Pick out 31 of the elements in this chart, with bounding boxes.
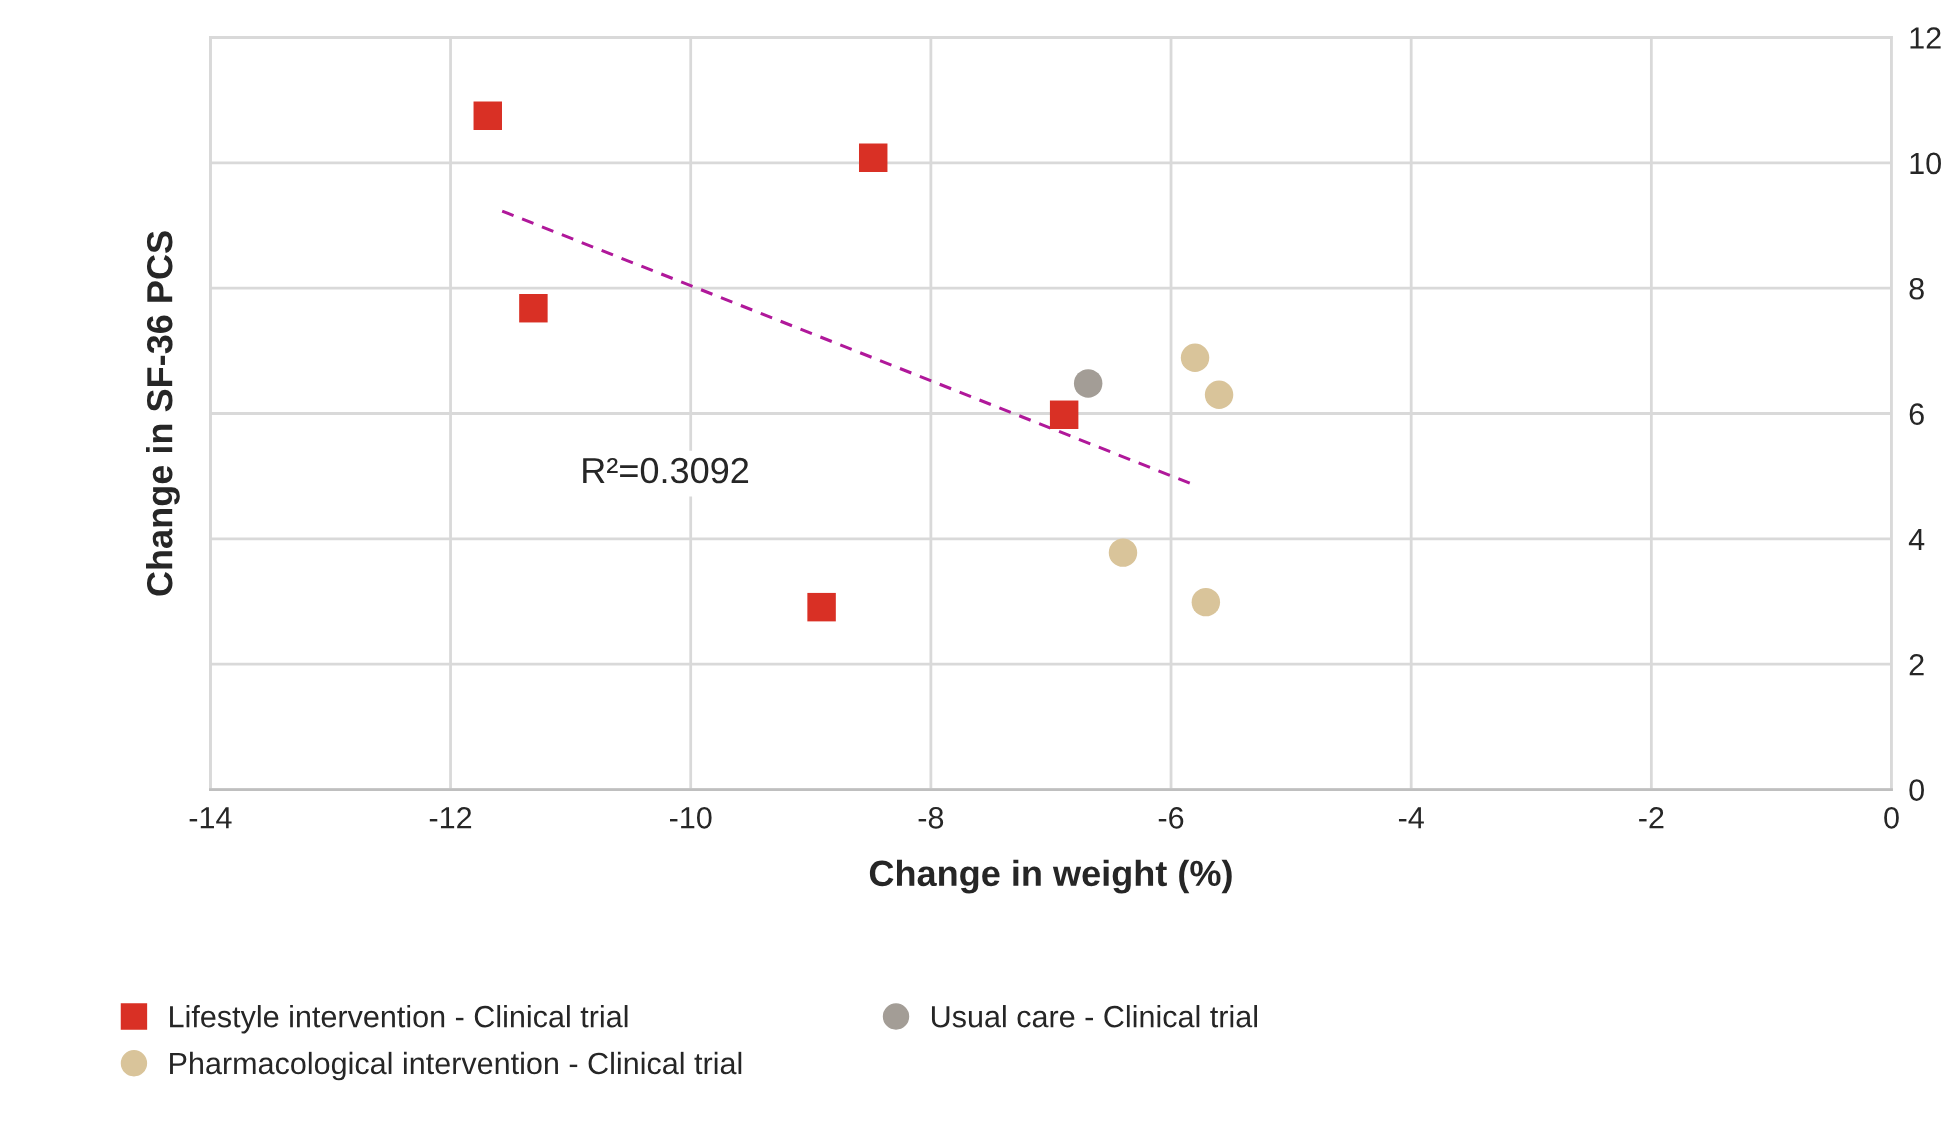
- x-tick-label: -12: [429, 806, 472, 829]
- point: [1049, 400, 1079, 429]
- x-tick-label: -14: [189, 807, 232, 829]
- point: [1180, 343, 1210, 372]
- x-tick-label: 0: [1884, 806, 1899, 829]
- y-tick-label: 0: [1909, 779, 1924, 801]
- x-tick-label: -4: [1398, 807, 1424, 829]
- y-tick-label: 6: [1909, 403, 1924, 425]
- point: [859, 143, 888, 173]
- legend-label: Lifestyle intervention - Clinical trial: [170, 1005, 628, 1034]
- legend-label: Usual care - Clinical trial: [931, 1005, 1257, 1028]
- point: [807, 592, 836, 622]
- y-tick-label: 4: [1908, 528, 1925, 550]
- x-tick-label: -10: [669, 806, 712, 829]
- legend-label: Pharmacological intervention - Clinical trial: [170, 1051, 742, 1081]
- y-tick-label: 8: [1909, 277, 1924, 300]
- x-tick-label: -8: [918, 806, 944, 829]
- point: [473, 101, 502, 131]
- x-tick-label: -6: [1158, 806, 1184, 829]
- annotation: R²=0.3092: [583, 457, 749, 484]
- y-tick-label: 12: [1910, 27, 1941, 49]
- x-axis-title: Change in weight (%): [869, 859, 1232, 894]
- point: [1073, 369, 1103, 398]
- point: [519, 293, 548, 323]
- y-tick-label: 10: [1910, 152, 1941, 175]
- point: [1204, 380, 1234, 409]
- point: [1191, 587, 1221, 617]
- point: [1108, 538, 1138, 567]
- y-tick-label: 2: [1909, 653, 1924, 676]
- x-tick-label: -2: [1639, 806, 1664, 829]
- y-axis-title: Change in SF-36 PCS: [146, 231, 180, 596]
